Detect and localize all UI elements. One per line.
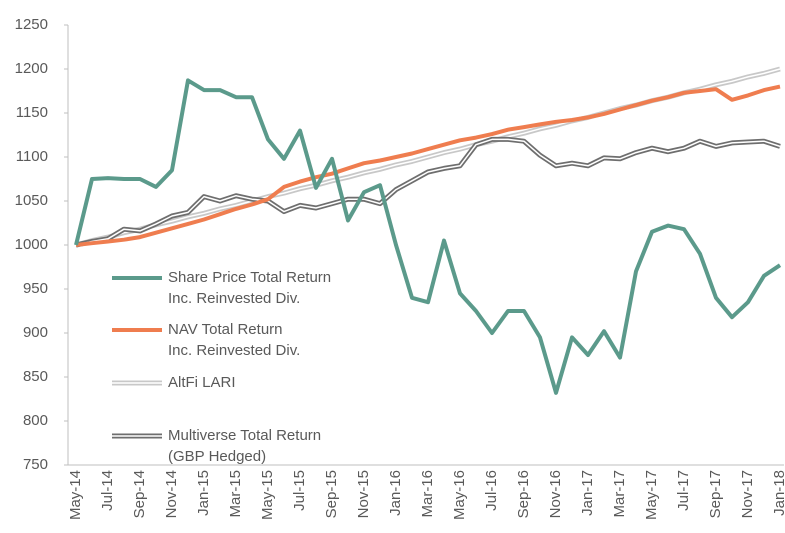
x-tick-label: May-16 bbox=[451, 470, 468, 520]
x-tick-label: Mar-17 bbox=[611, 470, 628, 518]
x-tick-label: Jan-15 bbox=[195, 470, 212, 516]
x-tick-label: Mar-16 bbox=[419, 470, 436, 518]
x-tick-label: Jul-14 bbox=[99, 470, 116, 511]
x-tick-label: Sep-15 bbox=[323, 470, 340, 518]
x-tick-label: Nov-14 bbox=[163, 470, 180, 518]
legend-label: Multiverse Total Return (GBP Hedged) bbox=[168, 427, 321, 465]
series-line bbox=[74, 78, 782, 395]
x-tick-label: Jul-15 bbox=[291, 470, 308, 511]
x-tick-label: Jul-16 bbox=[483, 470, 500, 511]
y-tick-label: 1000 bbox=[15, 236, 48, 253]
y-tick-label: 1100 bbox=[16, 148, 48, 165]
x-tick-label: Jul-17 bbox=[675, 470, 692, 511]
x-tick-label: Jan-16 bbox=[387, 470, 404, 516]
y-tick-label: 750 bbox=[23, 456, 48, 473]
y-tick-label: 850 bbox=[23, 368, 48, 385]
y-tick-label: 900 bbox=[23, 324, 48, 341]
x-tick-label: May-15 bbox=[259, 470, 276, 520]
x-tick-label: Nov-15 bbox=[355, 470, 372, 518]
legend-label: NAV Total Return Inc. Reinvested Div. bbox=[168, 321, 300, 359]
x-tick-label: Mar-15 bbox=[227, 470, 244, 518]
y-tick-label: 800 bbox=[23, 412, 48, 429]
y-tick-label: 1150 bbox=[16, 104, 48, 121]
y-tick-label: 1050 bbox=[15, 192, 48, 209]
x-tick-label: Nov-17 bbox=[739, 470, 756, 518]
y-tick-label: 1200 bbox=[15, 60, 48, 77]
x-tick-label: Sep-16 bbox=[515, 470, 532, 518]
x-tick-label: Sep-17 bbox=[707, 470, 724, 518]
x-tick-label: Jan-17 bbox=[579, 470, 596, 516]
y-tick-label: 1250 bbox=[15, 16, 48, 33]
y-tick-label: 950 bbox=[23, 280, 48, 297]
x-tick-label: May-17 bbox=[643, 470, 660, 520]
series-line bbox=[75, 84, 781, 247]
series-line-inner bbox=[75, 138, 781, 246]
x-tick-label: Nov-16 bbox=[547, 470, 564, 518]
x-tick-label: May-14 bbox=[67, 470, 84, 520]
legend-label: AltFi LARI bbox=[168, 374, 236, 391]
x-tick-label: Sep-14 bbox=[131, 470, 148, 518]
legend-label: Share Price Total Return Inc. Reinvested … bbox=[168, 269, 331, 307]
x-tick-label: Jan-18 bbox=[771, 470, 785, 516]
